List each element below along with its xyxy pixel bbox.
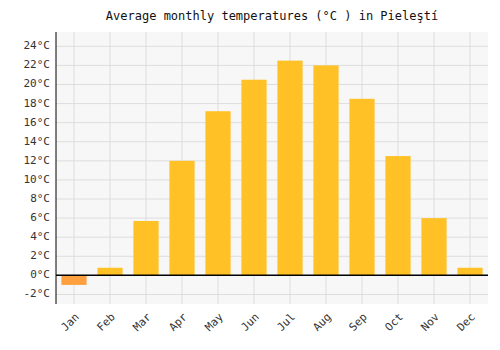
y-tick-label: 10°C [24,173,51,186]
x-tick-label: Jul [275,311,298,334]
x-grid-line [470,32,471,304]
y-axis-line [56,32,57,304]
bar [349,99,374,276]
x-tick-label: Mar [131,310,155,334]
x-tick-label: Jan [59,311,82,334]
y-tick-label: 8°C [30,192,50,205]
bar [277,61,302,276]
x-tick-label: Oct [383,311,406,334]
zero-line [56,275,488,277]
x-grid-line [110,32,111,304]
y-grid-line [56,84,488,85]
x-tick-label: Jun [239,311,262,334]
y-tick-label: 4°C [30,230,50,243]
y-tick-label: 6°C [30,211,50,224]
chart-container: -2°C 0°C 2°C 4°C 6°C 8°C 10°C 12°C 14°C 16°C 18°C 2… [0,0,500,350]
bar [61,275,86,285]
y-tick-label: 12°C [24,154,51,167]
x-tick-label: May [203,310,227,334]
bar [385,156,410,275]
y-grid-line [56,103,488,104]
y-grid-line [56,199,488,200]
chart-title: Average monthly temperatures (°C ) in Pi… [106,9,438,23]
x-tick-label: Feb [95,311,118,334]
x-tick-label: Nov [419,310,443,334]
y-tick-label: 18°C [24,97,51,110]
bars [61,61,482,285]
bar [97,268,122,276]
y-grid-line [56,46,488,47]
x-tick-label: Aug [311,311,334,334]
x-tick-label: Dec [455,311,478,334]
grid [56,32,488,304]
x-tick-label: Apr [167,310,191,334]
bar [313,65,338,275]
y-grid-line [56,275,488,276]
y-grid-line [56,65,488,66]
x-grid-line [74,32,75,304]
y-tick-label: 16°C [24,116,51,129]
y-grid-line [56,141,488,142]
bar [133,221,158,275]
bar [169,161,194,276]
y-grid-line [56,294,488,295]
y-tick-label: 2°C [30,249,50,262]
y-tick-label: 0°C [30,268,50,281]
y-tick-label: 20°C [24,77,51,90]
x-tick-label: Sep [347,311,370,334]
bar [421,218,446,275]
y-tick-label: 22°C [24,58,51,71]
chart-svg: -2°C 0°C 2°C 4°C 6°C 8°C 10°C 12°C 14°C 16°C 18°C 2… [0,0,500,350]
y-tick-label: 14°C [24,135,51,148]
plot-background [56,32,488,304]
bar [241,80,266,276]
y-tick-label: 24°C [24,39,51,52]
y-tick-label: -2°C [24,287,51,300]
y-grid-line [56,122,488,123]
bar [205,111,230,275]
y-grid-line [56,160,488,161]
y-grid-line [56,179,488,180]
bar [457,268,482,276]
